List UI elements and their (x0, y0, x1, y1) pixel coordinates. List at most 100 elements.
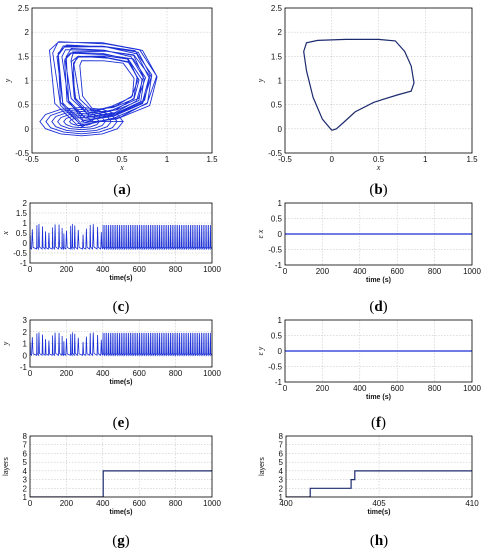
x-tick-label: 400 (96, 499, 110, 508)
y-tick-label: -1 (275, 378, 283, 387)
series-line (303, 38, 415, 131)
x-tick-label: 200 (316, 384, 330, 393)
x-tick-label: 600 (133, 265, 147, 274)
y-tick-label: 0.5 (271, 332, 283, 341)
x-tick-label: 410 (465, 499, 479, 508)
y-tick-label: -1 (275, 261, 283, 270)
x-tick-label: 400 (279, 499, 293, 508)
y-tick-label: 2 (278, 28, 283, 37)
chart-a: -0.5 0 0.5 1 1.5 -0.5 0 0.5 1 1.5 2 2.5 x y (a) (3, 4, 218, 198)
y-tick-label: 0.5 (16, 229, 28, 238)
x-tick-label: 800 (169, 369, 183, 378)
y-axis-label: x (1, 231, 10, 236)
x-tick-label: 0 (283, 267, 288, 276)
x-tick-label: 400 (353, 267, 367, 276)
plot-frame (284, 7, 473, 154)
y-tick-label: 1.5 (18, 52, 30, 61)
x-axis-label: x (376, 163, 381, 172)
x-tick-label: 0.5 (116, 155, 128, 164)
x-tick-label: -0.5 (278, 155, 292, 164)
plot-area (303, 38, 415, 131)
x-tick-label: 600 (391, 267, 405, 276)
x-tick-label: 1000 (203, 499, 221, 508)
x-tick-label: 1 (423, 155, 428, 164)
y-tick-label: 2 (25, 28, 30, 37)
y-axis-label: y (3, 78, 12, 83)
y-tick-label: -1 (20, 259, 28, 268)
series-line (30, 470, 212, 497)
x-axis-label: time (s) (366, 277, 391, 284)
series-line (286, 470, 472, 497)
y-tick-label: 1 (278, 199, 283, 208)
x-tick-label: 0 (283, 384, 288, 393)
plot-area (30, 224, 212, 251)
x-tick-label: 800 (428, 267, 442, 276)
y-tick-label: 0.5 (18, 101, 30, 110)
x-tick-label: -0.5 (25, 155, 39, 164)
y-tick-label: -0.5 (13, 249, 27, 258)
y-tick-label: 1.5 (271, 52, 283, 61)
x-tick-label: 600 (391, 384, 405, 393)
x-tick-label: 1000 (463, 267, 481, 276)
plot-area (30, 332, 212, 357)
y-tick-label: 8 (23, 432, 28, 441)
y-tick-label: 2.5 (271, 4, 283, 13)
x-tick-label: 600 (133, 499, 147, 508)
series-attractor (39, 41, 158, 137)
y-axis-label: y (256, 78, 265, 83)
y-axis-label: layers (3, 457, 10, 476)
panel-label-c: (c) (113, 299, 130, 315)
y-tick-label: 2.5 (18, 4, 30, 13)
x-tick-label: 200 (316, 267, 330, 276)
y-tick-label: -0.5 (268, 246, 282, 255)
panel-label-b: (b) (369, 182, 387, 198)
plot-area (39, 41, 158, 137)
y-tick-label: 6 (23, 449, 28, 458)
plot-frame (31, 7, 213, 154)
y-tick-label: 4 (279, 467, 284, 476)
x-axis-label: time(s) (110, 509, 133, 516)
x-tick-label: 1 (165, 155, 170, 164)
y-tick-label: 1 (23, 340, 28, 349)
x-tick-label: 400 (96, 369, 110, 378)
panel-label-d: (d) (369, 299, 387, 315)
y-tick-label: 0 (278, 125, 283, 134)
x-tick-label: 405 (372, 499, 386, 508)
panel-label-e: (e) (113, 415, 130, 431)
y-tick-label: 7 (279, 441, 284, 450)
y-tick-label: 0 (23, 351, 28, 360)
y-tick-label: 6 (279, 449, 284, 458)
plot-frame (29, 202, 213, 264)
x-tick-label: 0 (28, 265, 33, 274)
plot-frame (29, 435, 213, 498)
panel-label-h: (h) (370, 533, 388, 549)
y-tick-label: 0 (23, 239, 28, 248)
x-tick-label: 800 (169, 499, 183, 508)
y-axis-label: ε y (256, 346, 265, 355)
x-tick-label: 0 (75, 155, 80, 164)
x-axis-label: x (119, 163, 124, 172)
y-tick-label: 2 (23, 199, 28, 208)
y-tick-label: -0.5 (15, 149, 29, 158)
x-tick-label: 1000 (203, 369, 221, 378)
panel-label-g: (g) (112, 533, 130, 549)
plot-frame (284, 202, 473, 266)
y-tick-label: 2 (279, 484, 284, 493)
y-tick-label: 1 (23, 219, 28, 228)
y-tick-label: 0.5 (271, 215, 283, 224)
chart-c: 0 200 400 600 800 1000-1-0.500.511.52time(s)x… (1, 199, 221, 315)
x-tick-label: 200 (60, 499, 74, 508)
y-tick-label: -0.5 (268, 363, 282, 372)
plot-frame (284, 319, 473, 383)
x-axis-label: time (s) (366, 394, 391, 401)
y-tick-label: -1 (20, 363, 28, 372)
y-tick-label: 2 (23, 484, 28, 493)
x-tick-label: 800 (169, 265, 183, 274)
y-tick-label: 2 (23, 328, 28, 337)
chart-f: 0 200 400 600 800 1000 -1 -0.5 0 0.5 1 time (s) ε y (… (256, 316, 481, 431)
x-tick-label: 0.5 (373, 155, 385, 164)
x-tick-label: 1000 (463, 384, 481, 393)
panel-label-f: (f) (371, 415, 386, 431)
